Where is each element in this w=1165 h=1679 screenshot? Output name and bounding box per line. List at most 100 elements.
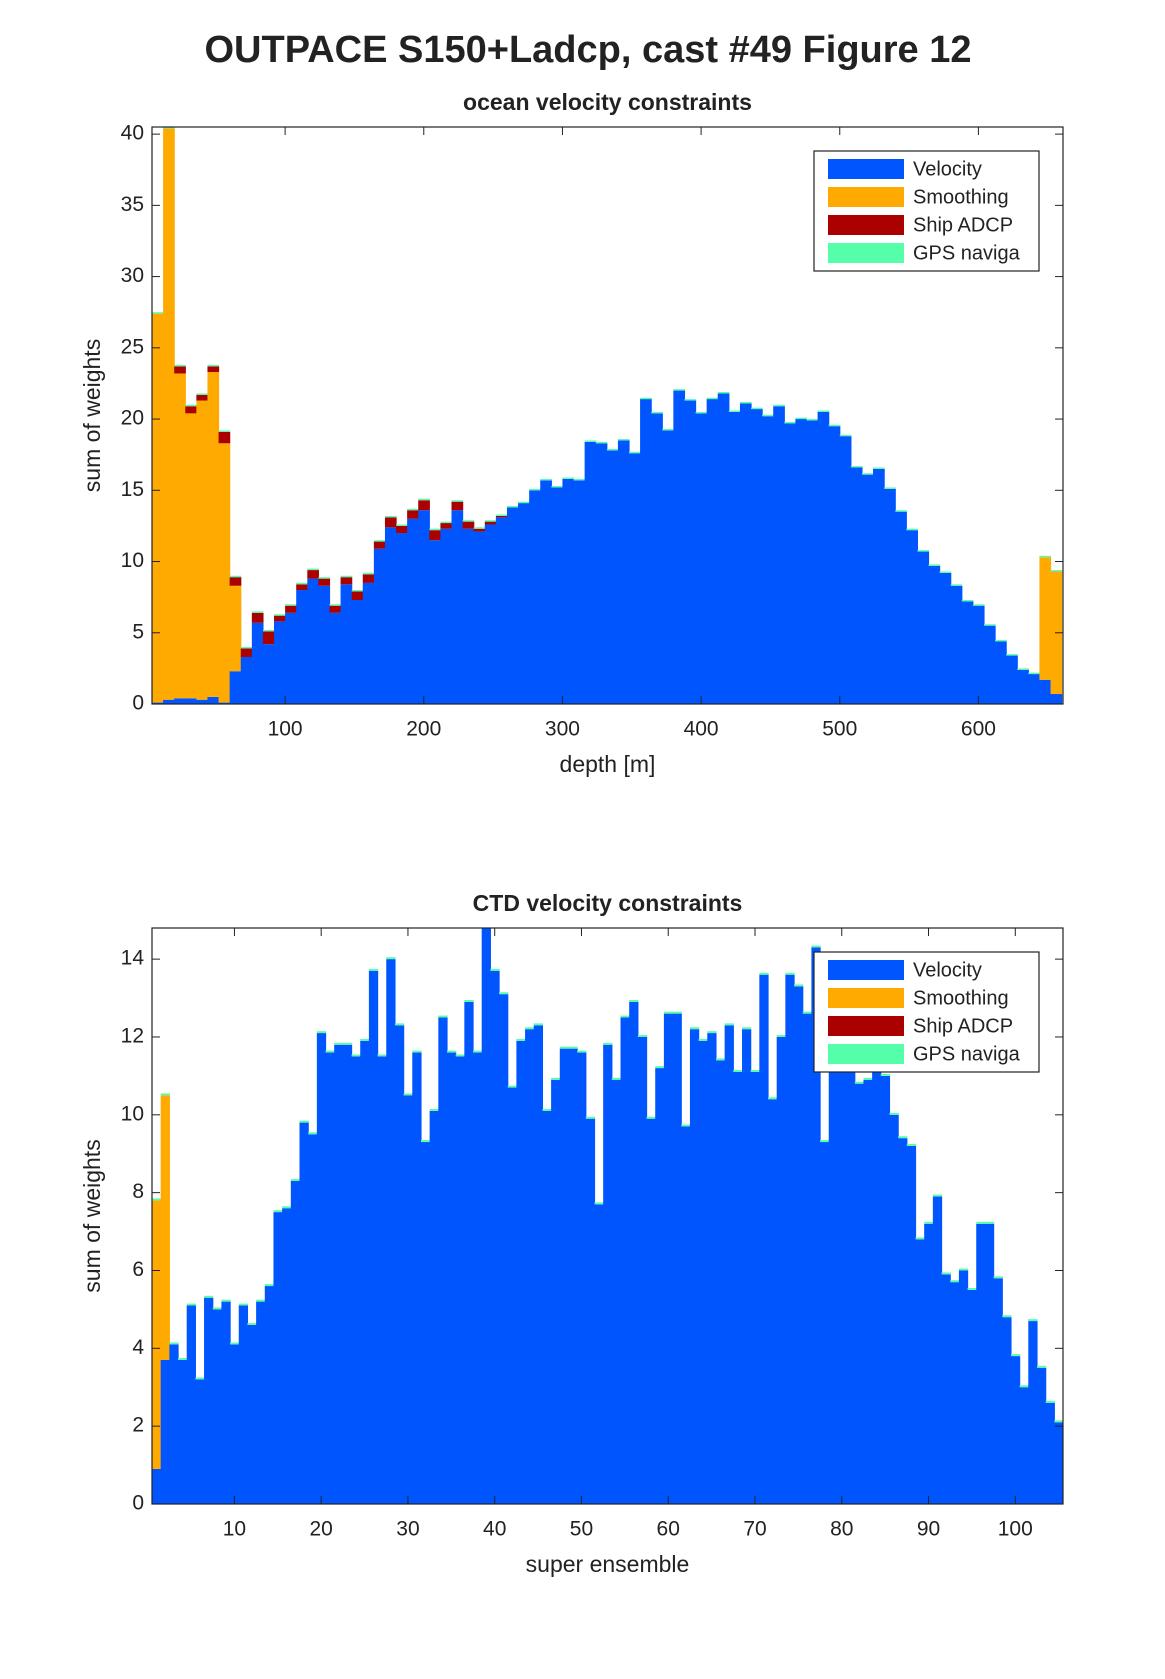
- bar-segment: [329, 604, 342, 606]
- bar-segment: [174, 364, 186, 367]
- bar-segment: [983, 624, 996, 626]
- bar-segment: [1017, 669, 1029, 704]
- bar-segment: [750, 1072, 760, 1504]
- bar-segment: [221, 1299, 231, 1302]
- bar-segment: [238, 1303, 249, 1306]
- bar-segment: [773, 406, 785, 704]
- bar-segment: [207, 372, 220, 697]
- bar-segment: [820, 1140, 830, 1143]
- bar-segment: [240, 647, 253, 649]
- bar-segment: [542, 1108, 552, 1111]
- bar-segment: [507, 1085, 517, 1088]
- bar-segment: [873, 467, 885, 469]
- bar-segment: [906, 528, 919, 531]
- bar-segment: [672, 1011, 682, 1014]
- bar-segment: [939, 572, 952, 704]
- bar-segment: [1054, 1422, 1063, 1504]
- y-tick-label: 2: [132, 1414, 144, 1437]
- bar-segment: [185, 413, 197, 699]
- bar-segment: [880, 1075, 891, 1504]
- bar-segment: [573, 478, 586, 481]
- bar-segment: [318, 578, 331, 586]
- legend-swatch: [828, 215, 904, 235]
- bar-segment: [941, 1274, 951, 1504]
- bar-segment: [251, 622, 264, 704]
- bar-segment: [850, 467, 863, 704]
- bar-segment: [296, 584, 308, 591]
- bar-segment: [562, 478, 575, 704]
- bar-segment: [429, 530, 442, 541]
- bar-segment: [1036, 1365, 1047, 1368]
- x-tick-label: 40: [483, 1518, 506, 1541]
- bar-segment: [785, 972, 795, 975]
- bar-segment: [152, 1198, 162, 1201]
- bar-segment: [506, 507, 519, 704]
- bar-segment: [207, 696, 220, 704]
- bar-segment: [273, 1210, 283, 1213]
- bar-segment: [750, 1070, 760, 1072]
- bar-segment: [207, 366, 220, 373]
- plot-area: [152, 928, 1063, 1504]
- bar-segment: [698, 1038, 708, 1041]
- bar-segment: [1010, 1354, 1021, 1357]
- bar-segment: [684, 400, 697, 704]
- bar-segment: [932, 1196, 943, 1504]
- bar-segment: [186, 1303, 196, 1306]
- bar-segment: [617, 439, 630, 441]
- bar-segment: [384, 527, 397, 704]
- bar-segment: [707, 1033, 717, 1504]
- x-tick-label: 600: [961, 718, 996, 741]
- bar-segment: [559, 1048, 570, 1504]
- bar-segment: [733, 1072, 743, 1504]
- bar-segment: [518, 501, 530, 504]
- bar-segment: [928, 564, 941, 566]
- bar-segment: [318, 585, 331, 704]
- bar-segment: [396, 533, 408, 704]
- bar-segment: [340, 575, 353, 578]
- y-tick-label: 0: [132, 692, 144, 715]
- bar-segment: [846, 1068, 856, 1504]
- bar-segment: [360, 1040, 370, 1504]
- bar-segment: [329, 605, 342, 613]
- bar-segment: [681, 1124, 691, 1127]
- bar-segment: [351, 1056, 361, 1504]
- y-tick-label: 25: [121, 335, 144, 358]
- bar-segment: [221, 1301, 231, 1504]
- bar-segment: [562, 477, 575, 479]
- bar-segment: [362, 572, 375, 575]
- bar-segment: [724, 1023, 734, 1026]
- bar-segment: [152, 1468, 162, 1504]
- bar-segment: [451, 500, 464, 502]
- bar-segment: [776, 1036, 786, 1504]
- bar-segment: [976, 1221, 986, 1224]
- legend-label: Smoothing: [913, 987, 1009, 1009]
- bar-segment: [329, 612, 342, 704]
- bar-segment: [924, 1221, 934, 1224]
- bar-segment: [429, 1110, 439, 1504]
- bar-segment: [230, 1344, 240, 1504]
- bar-segment: [196, 393, 209, 395]
- bar-segment: [839, 434, 852, 437]
- bar-segment: [529, 488, 541, 491]
- bar-segment: [438, 1017, 448, 1504]
- bar-segment: [240, 656, 253, 704]
- bar-segment: [784, 423, 796, 704]
- bar-segment: [185, 406, 197, 414]
- bar-segment: [577, 1052, 587, 1504]
- bar-segment: [518, 503, 530, 704]
- bar-segment: [637, 1035, 648, 1037]
- bar-segment: [606, 450, 619, 704]
- bar-segment: [733, 1070, 743, 1072]
- legend-swatch: [828, 1044, 904, 1064]
- bar-segment: [794, 986, 804, 1504]
- plot-area: [152, 127, 1063, 704]
- bar-segment: [152, 1200, 162, 1469]
- bar-segment: [673, 389, 686, 391]
- bar-segment: [307, 570, 319, 579]
- bar-segment: [464, 1000, 474, 1002]
- bar-segment: [961, 601, 974, 704]
- bar-segment: [229, 585, 242, 672]
- bar-segment: [451, 501, 464, 511]
- bar-segment: [516, 1040, 526, 1504]
- bar-segment: [811, 947, 821, 1504]
